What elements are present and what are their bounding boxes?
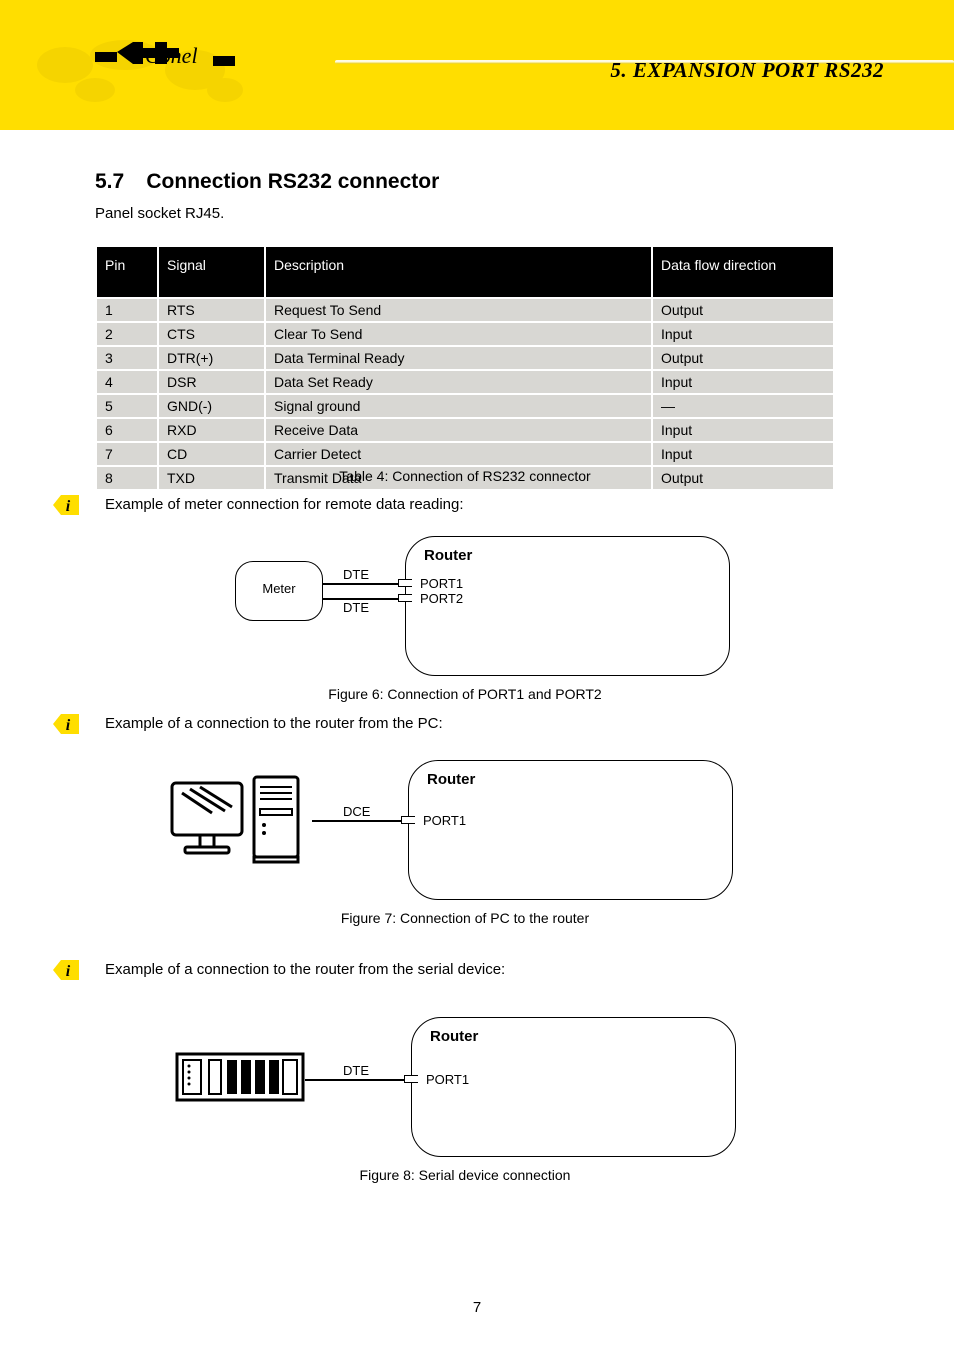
cell-description: Signal ground bbox=[266, 395, 651, 417]
info-icon: i bbox=[53, 495, 79, 515]
cell-description: Carrier Detect bbox=[266, 443, 651, 465]
cell-signal: RXD bbox=[159, 419, 264, 441]
example1-text: Example of meter connection for remote d… bbox=[105, 495, 835, 515]
cell-pin: 5 bbox=[97, 395, 157, 417]
info-icon: i bbox=[53, 714, 79, 734]
th-pin: Pin bbox=[97, 247, 157, 297]
section-intro: Panel socket RJ45. bbox=[95, 204, 885, 224]
example2-text: Example of a connection to the router fr… bbox=[105, 714, 835, 734]
dce-label: DCE bbox=[343, 804, 370, 819]
cell-pin: 4 bbox=[97, 371, 157, 393]
cell-signal: CTS bbox=[159, 323, 264, 345]
meter-label: Meter bbox=[235, 581, 323, 597]
router-box-2: Router bbox=[408, 760, 733, 900]
dte1: DTE bbox=[343, 567, 369, 582]
svg-text:i: i bbox=[66, 717, 71, 734]
section-title: Connection RS232 connector bbox=[146, 170, 439, 193]
fig6-caption: Figure 6: Connection of PORT1 and PORT2 bbox=[95, 686, 835, 702]
cell-signal: DTR(+) bbox=[159, 347, 264, 369]
pc-icon bbox=[170, 775, 320, 870]
diagram-2: Router PORT1 DCE Figure 7: Connection of… bbox=[95, 760, 835, 920]
table-row: 4DSRData Set ReadyInput bbox=[97, 371, 833, 393]
info-icon: i bbox=[53, 960, 79, 980]
pinout-table: Pin Signal Description Data flow directi… bbox=[95, 245, 835, 491]
cell-signal: CD bbox=[159, 443, 264, 465]
cell-signal: GND(-) bbox=[159, 395, 264, 417]
router-title-2: Router bbox=[427, 771, 475, 788]
cell-pin: 7 bbox=[97, 443, 157, 465]
serial-device-icon bbox=[175, 1052, 305, 1107]
svg-text:i: i bbox=[66, 963, 71, 980]
fig7-caption: Figure 7: Connection of PC to the router bbox=[95, 910, 835, 926]
cell-signal: DSR bbox=[159, 371, 264, 393]
dte2: DTE bbox=[343, 600, 369, 615]
table-row: 5GND(-)Signal ground— bbox=[97, 395, 833, 417]
fig8-caption: Figure 8: Serial device connection bbox=[95, 1167, 835, 1183]
th-direction: Data flow direction bbox=[653, 247, 833, 297]
th-description: Description bbox=[266, 247, 651, 297]
page-number: 7 bbox=[0, 1299, 954, 1316]
table-row: 1RTSRequest To SendOutput bbox=[97, 299, 833, 321]
cell-pin: 3 bbox=[97, 347, 157, 369]
cell-pin: 1 bbox=[97, 299, 157, 321]
cell-pin: 6 bbox=[97, 419, 157, 441]
page-banner: Conel 5. EXPANSION PORT RS232 bbox=[0, 0, 954, 130]
table-row: 2CTSClear To SendInput bbox=[97, 323, 833, 345]
cell-direction: Input bbox=[653, 419, 833, 441]
router-title-3: Router bbox=[430, 1028, 478, 1045]
port2-label: PORT2 bbox=[420, 591, 463, 606]
chapter-reference: 5. EXPANSION PORT RS232 bbox=[610, 58, 884, 83]
cell-description: Clear To Send bbox=[266, 323, 651, 345]
table-caption: Table 4: Connection of RS232 connector bbox=[95, 468, 835, 484]
cell-direction: Output bbox=[653, 347, 833, 369]
cell-description: Request To Send bbox=[266, 299, 651, 321]
dte-label-3: DTE bbox=[343, 1063, 369, 1078]
diagram-1: Meter Router PORT1 PORT2 DTE DTE Figure … bbox=[95, 536, 835, 686]
port1-label: PORT1 bbox=[420, 576, 463, 591]
section-number: 5.7 bbox=[95, 170, 124, 193]
port-label-2: PORT1 bbox=[423, 813, 466, 828]
section-heading: 5.7 Connection RS232 connector Panel soc… bbox=[95, 170, 885, 224]
router-box-3: Router bbox=[411, 1017, 736, 1157]
conel-logo: Conel bbox=[95, 30, 245, 90]
svg-text:i: i bbox=[66, 498, 71, 515]
table-row: 3DTR(+)Data Terminal ReadyOutput bbox=[97, 347, 833, 369]
example3-text: Example of a connection to the router fr… bbox=[105, 960, 835, 980]
diagram-3: Router PORT1 DTE Figure 8: Serial device… bbox=[95, 1012, 835, 1172]
table-row: 6RXDReceive DataInput bbox=[97, 419, 833, 441]
cell-direction: Input bbox=[653, 323, 833, 345]
cell-description: Data Terminal Ready bbox=[266, 347, 651, 369]
port-label-3: PORT1 bbox=[426, 1072, 469, 1087]
logo-text: Conel bbox=[145, 43, 198, 68]
th-signal: Signal bbox=[159, 247, 264, 297]
cell-direction: Output bbox=[653, 299, 833, 321]
cell-description: Data Set Ready bbox=[266, 371, 651, 393]
table-row: 7CDCarrier DetectInput bbox=[97, 443, 833, 465]
cell-direction: — bbox=[653, 395, 833, 417]
cell-direction: Input bbox=[653, 371, 833, 393]
router-title-1: Router bbox=[424, 547, 472, 564]
cell-description: Receive Data bbox=[266, 419, 651, 441]
cell-pin: 2 bbox=[97, 323, 157, 345]
router-box-1: Router bbox=[405, 536, 730, 676]
cell-signal: RTS bbox=[159, 299, 264, 321]
cell-direction: Input bbox=[653, 443, 833, 465]
